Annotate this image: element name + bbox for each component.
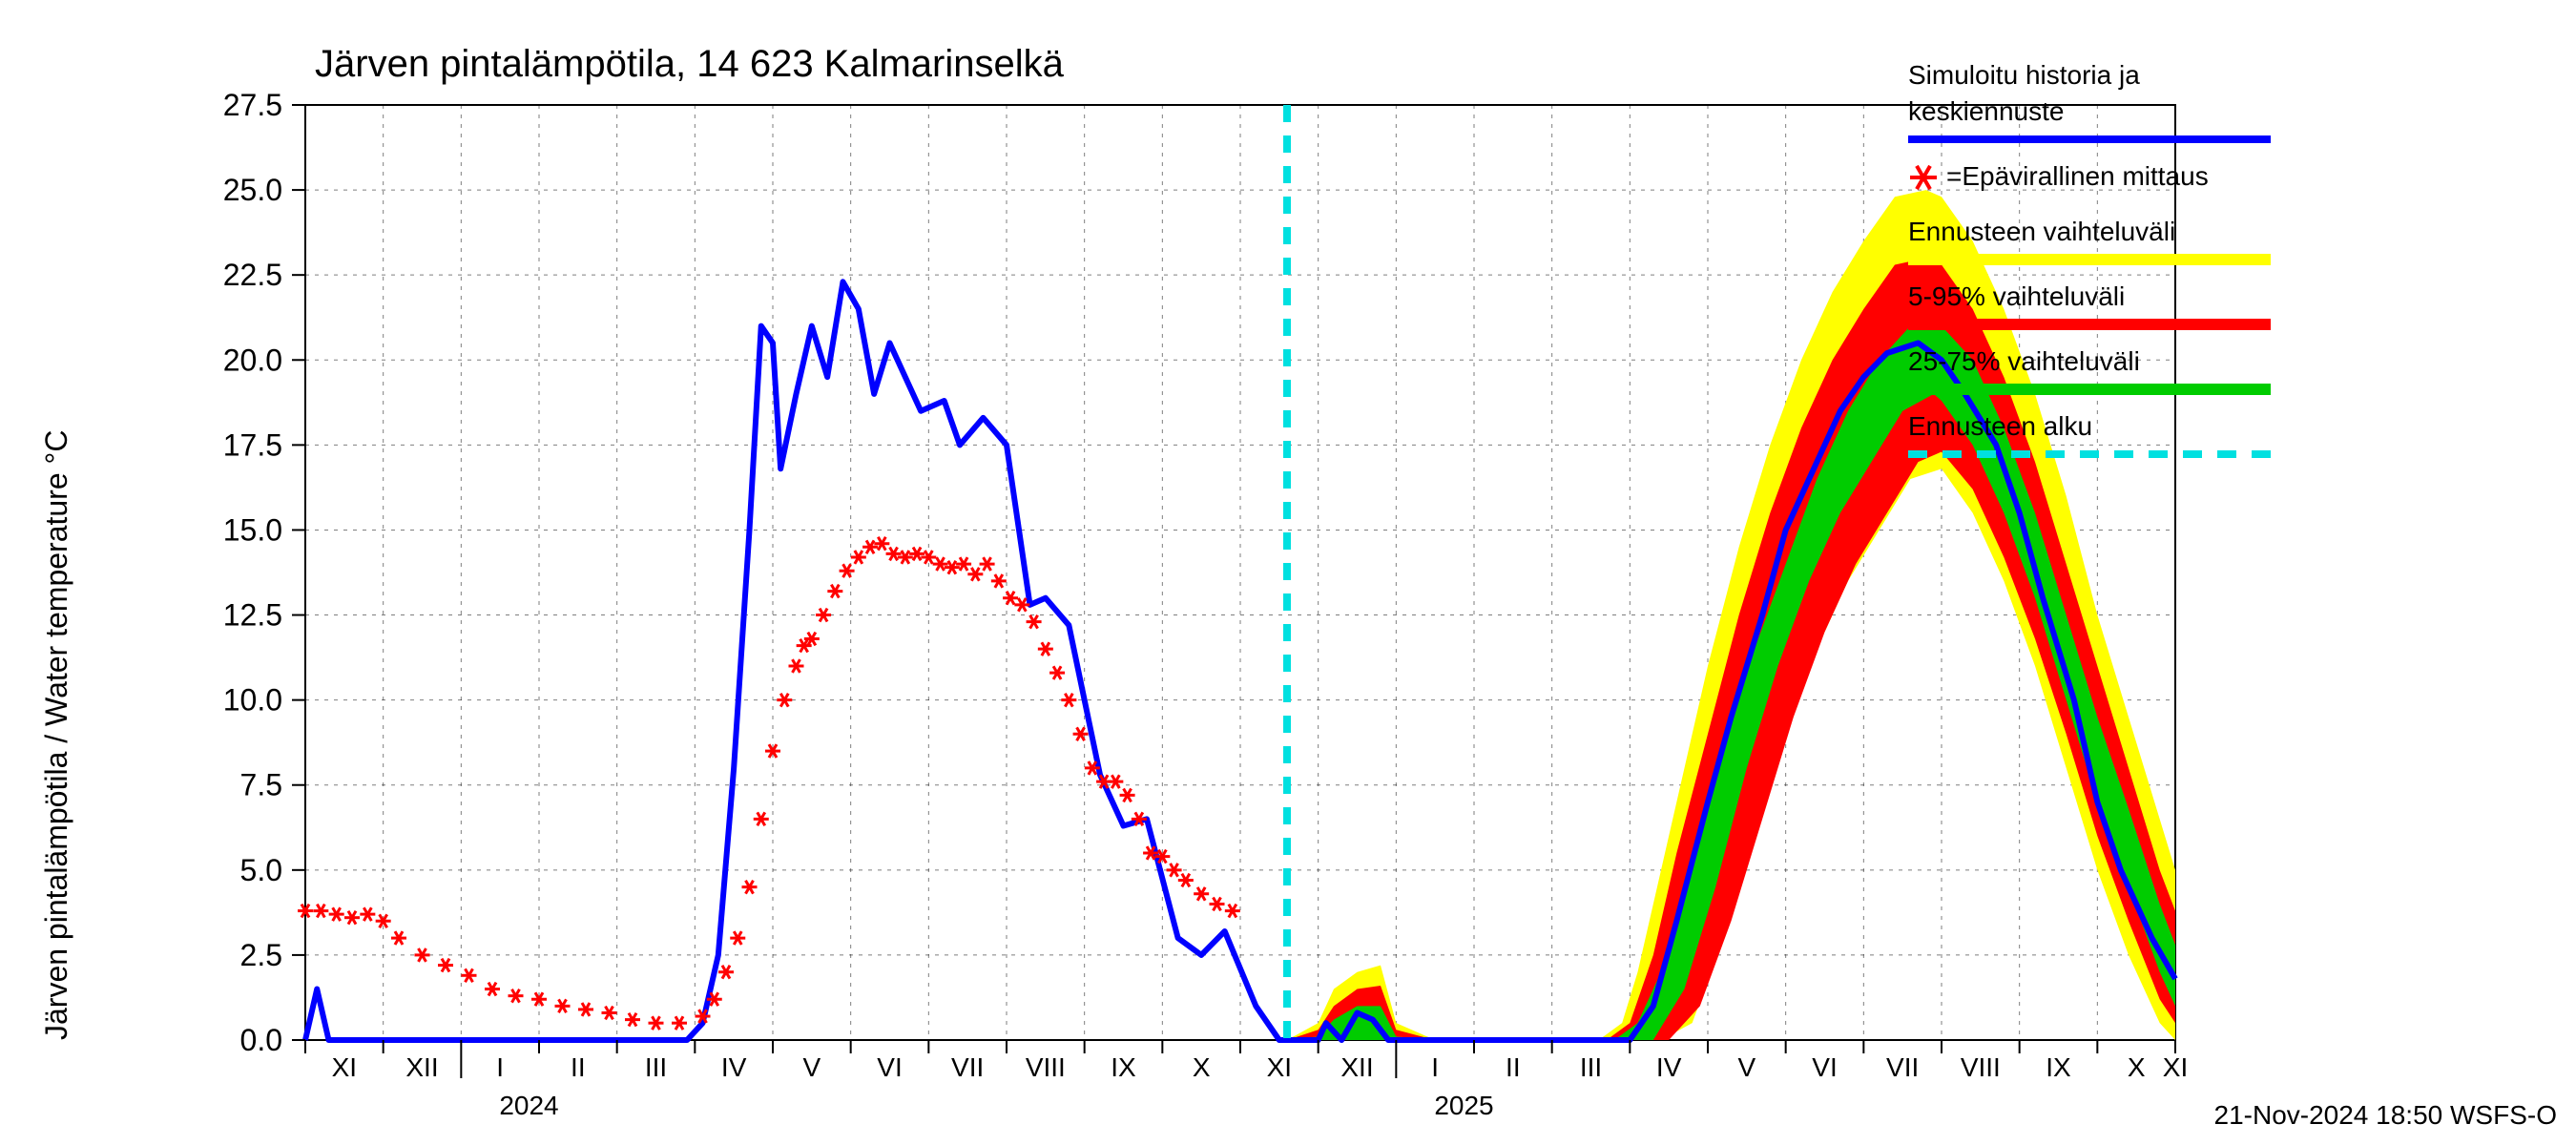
x-month-label: VI (1812, 1052, 1837, 1082)
legend-label: =Epävirallinen mittaus (1946, 161, 2209, 191)
x-year-label: 2024 (499, 1091, 558, 1120)
x-month-label: V (1737, 1052, 1755, 1082)
x-month-label: IX (1111, 1052, 1136, 1082)
legend-swatch (1908, 254, 2271, 265)
y-tick-label: 25.0 (223, 173, 282, 207)
x-month-label: XI (332, 1052, 357, 1082)
x-month-label: VIII (1961, 1052, 2001, 1082)
y-tick-label: 2.5 (240, 938, 282, 972)
x-month-label: II (1506, 1052, 1521, 1082)
y-tick-label: 7.5 (240, 768, 282, 802)
x-month-label: IX (2046, 1052, 2071, 1082)
y-axis-label: Järven pintalämpötila / Water temperatur… (39, 430, 73, 1040)
x-year-label: 2025 (1434, 1091, 1493, 1120)
legend-label: 25-75% vaihteluväli (1908, 346, 2140, 376)
legend-label: 5-95% vaihteluväli (1908, 281, 2125, 311)
x-month-label: XI (1267, 1052, 1292, 1082)
x-month-label: III (645, 1052, 667, 1082)
y-tick-label: 17.5 (223, 427, 282, 462)
legend-label: Simuloitu historia ja (1908, 60, 2140, 90)
footer-timestamp: 21-Nov-2024 18:50 WSFS-O (2214, 1100, 2558, 1130)
legend-label: Ennusteen vaihteluväli (1908, 217, 2175, 246)
legend-label: keskiennuste (1908, 96, 2064, 126)
y-tick-label: 22.5 (223, 258, 282, 292)
x-month-label: XII (405, 1052, 438, 1082)
legend-swatch (1908, 384, 2271, 395)
y-tick-label: 27.5 (223, 88, 282, 122)
x-month-label: VIII (1026, 1052, 1066, 1082)
x-month-label: VII (951, 1052, 984, 1082)
x-month-label: IV (721, 1052, 747, 1082)
y-tick-label: 5.0 (240, 853, 282, 887)
x-month-label: II (571, 1052, 586, 1082)
y-tick-label: 12.5 (223, 598, 282, 633)
y-tick-label: 0.0 (240, 1023, 282, 1057)
x-month-label: V (802, 1052, 821, 1082)
x-month-label: III (1580, 1052, 1602, 1082)
x-month-label: X (1193, 1052, 1211, 1082)
x-month-label: VII (1886, 1052, 1919, 1082)
x-month-label: VI (877, 1052, 902, 1082)
x-month-label: X (2128, 1052, 2146, 1082)
legend-label: Ennusteen alku (1908, 411, 2092, 441)
chart-container: 0.0 2.5 5.0 7.5 10.0 12.5 15.0 17.5 20.0 22.5 25.0… (0, 0, 2576, 1145)
x-month-label: I (1431, 1052, 1439, 1082)
y-tick-label: 10.0 (223, 683, 282, 718)
x-month-label: I (496, 1052, 504, 1082)
legend-swatch (1908, 319, 2271, 330)
x-month-label: XII (1340, 1052, 1373, 1082)
chart-title: Järven pintalämpötila, 14 623 Kalmarinse… (315, 43, 1065, 85)
water-temperature-chart: 0.0 2.5 5.0 7.5 10.0 12.5 15.0 17.5 20.0 22.5 25.0… (0, 0, 2576, 1145)
x-month-label: IV (1656, 1052, 1682, 1082)
x-month-label: XI (2163, 1052, 2188, 1082)
y-tick-label: 15.0 (223, 512, 282, 547)
y-tick-label: 20.0 (223, 343, 282, 377)
